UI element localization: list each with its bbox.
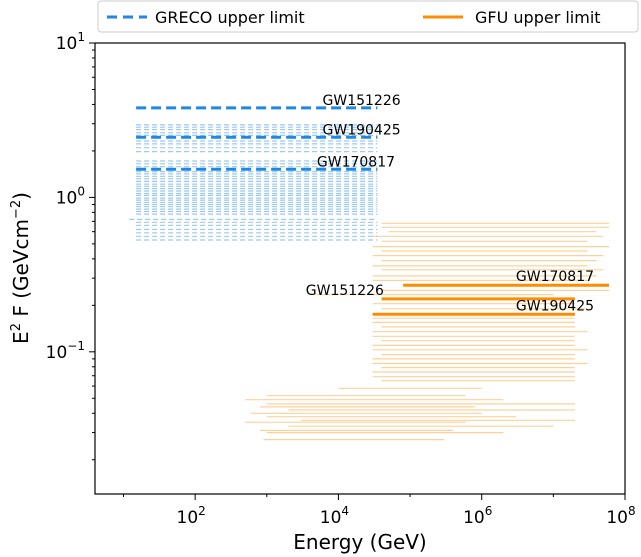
legend-label-gfu: GFU upper limit <box>475 8 601 27</box>
y-tick-label: 101 <box>56 30 85 54</box>
annotation-label: GW190425 <box>516 298 594 314</box>
plot-lines <box>129 106 610 441</box>
legend-label-greco: GRECO upper limit <box>155 8 305 27</box>
legend-frame <box>97 0 639 33</box>
annotation-label: GW151226 <box>306 283 384 299</box>
annotation-label: GW151226 <box>323 93 401 109</box>
legend: GRECO upper limit GFU upper limit <box>97 0 639 33</box>
y-axis-label: E2 F (GeVcm−2) <box>9 192 33 344</box>
annotation-label: GW170817 <box>516 269 594 285</box>
y-axis: 10−1 100 101 <box>46 30 95 461</box>
annotations: GW151226 GW190425 GW170817 GW170817 GW151226… <box>306 93 594 314</box>
x-axis: 102 104 106 108 <box>123 494 636 528</box>
y-tick-label: 100 <box>56 184 85 208</box>
plot-frame <box>94 42 626 495</box>
x-tick-label: 104 <box>320 504 349 528</box>
x-tick-label: 108 <box>606 504 635 528</box>
annotation-label: GW190425 <box>323 122 401 138</box>
annotation-label: GW170817 <box>317 154 395 170</box>
y-tick-label: 10−1 <box>46 339 85 363</box>
x-tick-label: 102 <box>177 504 206 528</box>
x-axis-label: Energy (GeV) <box>293 530 426 554</box>
x-tick-label: 106 <box>463 504 492 528</box>
